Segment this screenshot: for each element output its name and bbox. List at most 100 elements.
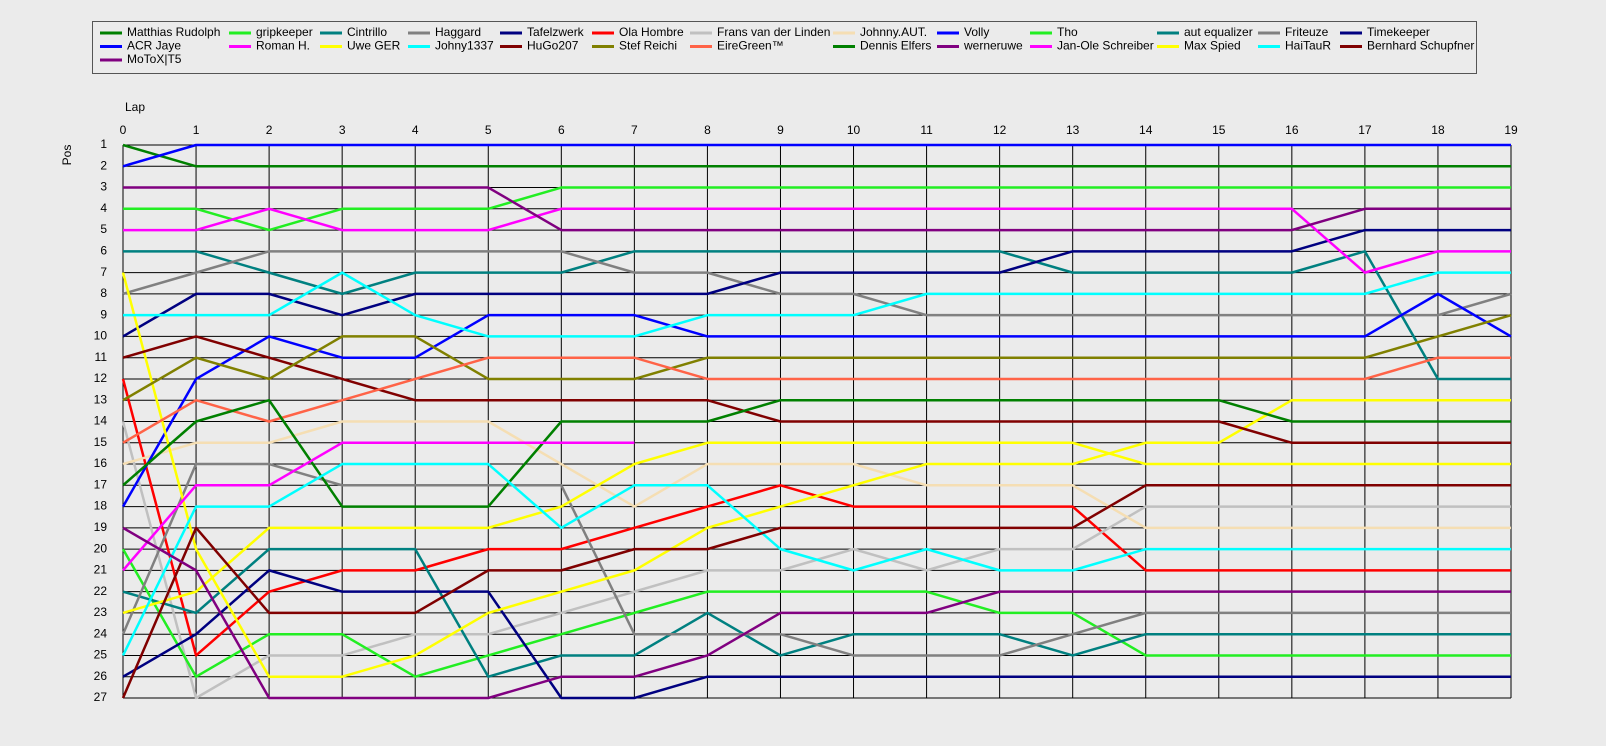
y-tick-label: 4 xyxy=(100,201,107,215)
y-tick-label: 5 xyxy=(100,222,107,236)
x-tick-label: 7 xyxy=(631,123,638,137)
legend-label: HuGo207 xyxy=(527,39,579,53)
series-line xyxy=(122,143,1511,168)
series-line xyxy=(122,441,1511,615)
series-line xyxy=(123,271,1511,338)
legend-label: Timekeeper xyxy=(1367,25,1430,39)
x-tick-label: 4 xyxy=(412,123,419,137)
y-tick-label: 24 xyxy=(94,626,108,640)
x-tick-label: 19 xyxy=(1504,123,1518,137)
series-line xyxy=(122,228,1511,338)
legend-label: Ola Hombre xyxy=(619,25,684,39)
series-line xyxy=(122,143,1511,168)
series-line xyxy=(122,250,1512,317)
series-line xyxy=(121,484,1511,699)
legend-label: Tho xyxy=(1057,25,1078,39)
x-tick-label: 14 xyxy=(1139,123,1153,137)
x-tick-label: 5 xyxy=(485,123,492,137)
y-tick-label: 27 xyxy=(94,690,108,704)
series-line xyxy=(123,250,1511,381)
legend-label: Frans van der Linden xyxy=(717,25,830,39)
y-tick-label: 13 xyxy=(94,392,108,406)
series-line xyxy=(123,207,1511,274)
series-line xyxy=(122,335,1511,445)
series-line xyxy=(123,186,1511,232)
x-tick-label: 0 xyxy=(120,123,127,137)
x-tick-label: 10 xyxy=(847,123,861,137)
legend-label: Johnny.AUT. xyxy=(860,25,927,39)
legend-label: Tafelzwerk xyxy=(527,25,585,39)
series-line xyxy=(122,356,1511,444)
x-tick-label: 9 xyxy=(777,123,784,137)
legend: Matthias Rudolph gripkeeper Cintrillo Hagga… xyxy=(100,25,1474,66)
y-tick-label: 7 xyxy=(100,265,107,279)
x-tick-label: 15 xyxy=(1212,123,1226,137)
grid: 0 1 2 3 4 5 6 7 8 9 10 11 12 13 14 15 16 17 18 191234567891… xyxy=(94,123,1518,704)
x-tick-label: 18 xyxy=(1431,123,1445,137)
y-tick-label: 3 xyxy=(100,180,107,194)
legend-label: Friteuze xyxy=(1285,25,1329,39)
x-tick-label: 11 xyxy=(920,123,933,137)
y-tick-label: 11 xyxy=(95,350,108,364)
legend-label: Cintrillo xyxy=(347,25,387,39)
series-line xyxy=(121,272,1511,678)
x-tick-label: 17 xyxy=(1358,123,1372,137)
x-axis-label: Lap xyxy=(125,100,145,114)
x-tick-label: 8 xyxy=(704,123,711,137)
y-tick-label: 8 xyxy=(100,286,107,300)
y-tick-label: 19 xyxy=(94,520,108,534)
y-tick-label: 9 xyxy=(100,307,107,321)
y-axis-label: Pos xyxy=(60,145,74,166)
x-tick-label: 13 xyxy=(1066,123,1080,137)
legend-label: MoToX|T5 xyxy=(127,52,182,66)
y-tick-label: 21 xyxy=(94,563,108,577)
series-line xyxy=(122,313,1512,402)
y-tick-label: 26 xyxy=(94,669,108,683)
x-tick-label: 12 xyxy=(993,123,1007,137)
x-tick-label: 3 xyxy=(339,123,346,137)
legend-label: ACR Jaye xyxy=(127,39,181,53)
series-line xyxy=(122,441,635,572)
y-tick-label: 20 xyxy=(94,541,108,555)
y-tick-label: 17 xyxy=(94,477,108,491)
legend-label: Dennis Elfers xyxy=(860,39,931,53)
legend-label: EireGreen™ xyxy=(717,39,784,53)
legend-label: Volly xyxy=(964,25,989,39)
legend-label: gripkeeper xyxy=(256,25,313,39)
legend-label: Uwe GER xyxy=(347,39,401,53)
legend-label: Haggard xyxy=(435,25,481,39)
legend-label: Jan-Ole Schreiber xyxy=(1057,39,1154,53)
y-tick-label: 6 xyxy=(100,244,107,258)
legend-label: Johny1337 xyxy=(435,39,494,53)
y-tick-label: 10 xyxy=(94,329,108,343)
legend-label: werneruwe xyxy=(963,39,1023,53)
series-line xyxy=(122,398,1511,508)
legend-label: HaiTauR xyxy=(1285,39,1331,53)
series-line xyxy=(122,526,1511,700)
x-tick-label: 2 xyxy=(266,123,273,137)
x-tick-label: 1 xyxy=(193,123,200,137)
y-tick-label: 16 xyxy=(94,456,108,470)
y-tick-label: 15 xyxy=(94,435,108,449)
y-tick-label: 2 xyxy=(100,158,107,172)
series-line xyxy=(122,420,1511,530)
legend-label: Max Spied xyxy=(1184,39,1241,53)
y-tick-label: 23 xyxy=(94,605,108,619)
y-tick-label: 25 xyxy=(94,648,108,662)
y-tick-label: 14 xyxy=(94,414,108,428)
y-tick-label: 12 xyxy=(94,371,108,385)
series-line xyxy=(121,462,1511,657)
series-line xyxy=(122,569,1511,700)
y-tick-label: 18 xyxy=(94,499,108,513)
y-tick-label: 1 xyxy=(100,137,107,151)
series-lines xyxy=(121,143,1512,700)
series-line xyxy=(121,292,1512,508)
series-line xyxy=(121,462,1511,657)
series-line xyxy=(121,548,1511,678)
x-tick-label: 6 xyxy=(558,123,565,137)
legend-label: Stef Reichi xyxy=(619,39,677,53)
y-tick-label: 22 xyxy=(94,584,108,598)
legend-label: Roman H. xyxy=(256,39,310,53)
